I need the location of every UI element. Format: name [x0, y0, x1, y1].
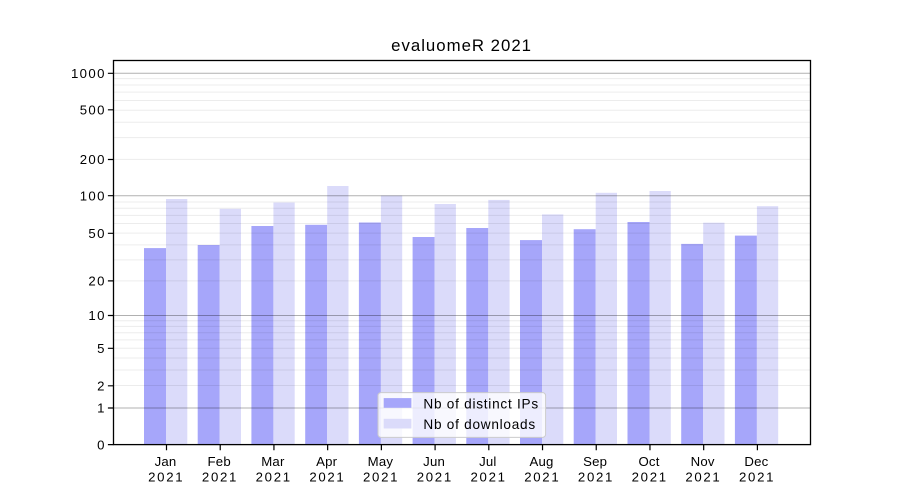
- svg-text:2021: 2021: [471, 470, 507, 485]
- svg-text:Sep: Sep: [583, 454, 607, 469]
- svg-text:2021: 2021: [202, 470, 238, 485]
- svg-text:Jan: Jan: [155, 454, 177, 469]
- svg-text:2021: 2021: [363, 470, 399, 485]
- svg-text:20: 20: [88, 274, 105, 289]
- svg-text:Nov: Nov: [691, 454, 715, 469]
- svg-text:Oct: Oct: [638, 454, 659, 469]
- svg-text:May: May: [368, 454, 394, 469]
- svg-text:100: 100: [80, 188, 106, 203]
- svg-text:Dec: Dec: [744, 454, 768, 469]
- svg-text:evaluomeR 2021: evaluomeR 2021: [391, 36, 532, 55]
- svg-text:2021: 2021: [256, 470, 292, 485]
- svg-text:Apr: Apr: [316, 454, 338, 469]
- svg-text:Mar: Mar: [261, 454, 285, 469]
- svg-text:2021: 2021: [417, 470, 453, 485]
- svg-text:500: 500: [80, 103, 106, 118]
- svg-text:Aug: Aug: [529, 454, 553, 469]
- svg-text:2021: 2021: [739, 470, 775, 485]
- svg-text:1000: 1000: [71, 66, 106, 81]
- svg-text:2021: 2021: [578, 470, 614, 485]
- svg-text:50: 50: [88, 226, 105, 241]
- svg-text:Jun: Jun: [423, 454, 445, 469]
- svg-text:200: 200: [80, 152, 106, 167]
- svg-text:2021: 2021: [685, 470, 721, 485]
- svg-text:Nb of downloads: Nb of downloads: [423, 417, 536, 432]
- svg-text:2021: 2021: [524, 470, 560, 485]
- svg-text:2021: 2021: [632, 470, 668, 485]
- svg-text:1: 1: [97, 401, 106, 416]
- svg-text:Nb of distinct IPs: Nb of distinct IPs: [423, 397, 539, 412]
- svg-text:2021: 2021: [309, 470, 345, 485]
- svg-text:10: 10: [88, 308, 105, 323]
- svg-text:0: 0: [97, 437, 106, 452]
- svg-text:5: 5: [97, 341, 106, 356]
- svg-text:2021: 2021: [148, 470, 184, 485]
- svg-text:2: 2: [97, 379, 106, 394]
- svg-text:Feb: Feb: [208, 454, 231, 469]
- svg-text:Jul: Jul: [479, 454, 496, 469]
